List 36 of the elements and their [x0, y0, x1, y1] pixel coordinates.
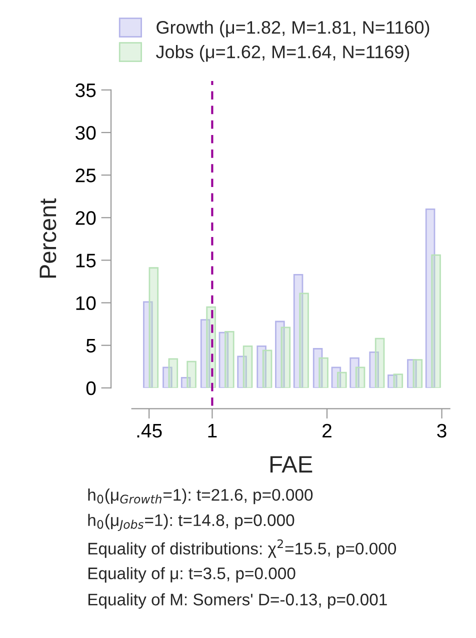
y-tick-label: 10 [76, 296, 96, 310]
bar [431, 254, 441, 388]
bar [412, 359, 423, 388]
x-tick-label: .45 [137, 424, 162, 438]
x-tick-label: 2 [322, 424, 332, 438]
legend-label: Growth (μ=1.82, M=1.81, N=1160) [156, 20, 430, 38]
bar [262, 350, 272, 388]
text: Equality of μ: t=3.5, p=0.000 [88, 567, 296, 583]
text: Equality of distributions: χ$^{2}$=15.5, p=0.000 [88, 539, 396, 558]
bar [280, 326, 291, 388]
x-tick-label: 1 [208, 424, 217, 438]
y-tick-label: 5 [86, 339, 96, 353]
bar [337, 372, 347, 388]
bar [318, 357, 328, 388]
y-tick-label: 20 [76, 211, 96, 225]
x-tick-label: 3 [437, 424, 446, 438]
bar [299, 292, 309, 388]
text: Equality of M: Somers' D=-0.13, p=0.001 [88, 593, 387, 609]
y-axis-title: Percent [40, 198, 56, 278]
y-tick-label: 30 [76, 126, 96, 140]
x-axis-title: FAE [270, 456, 312, 472]
legend-label: Jobs (μ=1.62, M=1.64, N=1169) [156, 45, 410, 62]
bar [148, 267, 159, 388]
bar [186, 360, 196, 388]
bar [242, 345, 253, 388]
text: h$_{0}$(μ$_{Jobs}$=1): t=14.8, p=0.000 [88, 514, 294, 532]
y-tick-label: 0 [86, 381, 96, 396]
y-tick-label: 25 [76, 168, 96, 182]
bar [224, 331, 234, 388]
y-tick-label: 15 [76, 254, 96, 268]
bar [168, 358, 178, 388]
bar [393, 374, 404, 388]
text: h$_{0}$(μ$_{Growth}$=1): t=21.6, p=0.000 [88, 488, 313, 504]
bar [355, 366, 366, 388]
y-tick-label: 35 [76, 83, 96, 98]
bar [374, 338, 385, 388]
